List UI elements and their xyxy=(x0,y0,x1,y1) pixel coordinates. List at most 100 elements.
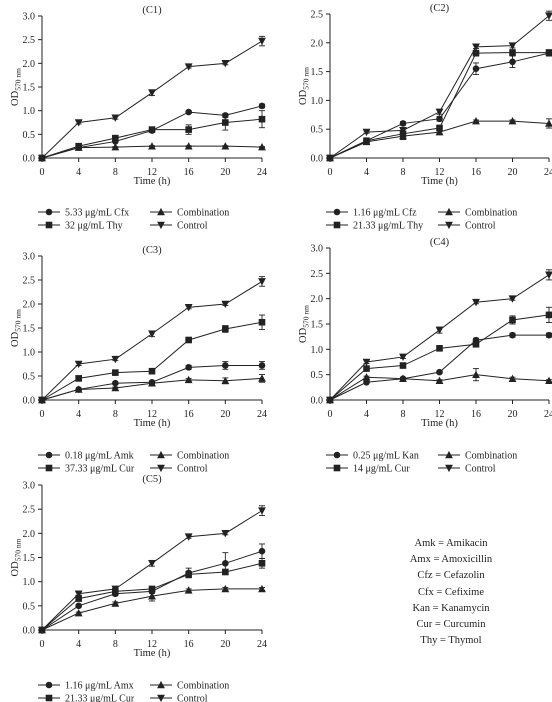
data-point-circle xyxy=(258,362,266,369)
x-tick-label: 8 xyxy=(113,409,118,420)
x-tick-label: 0 xyxy=(40,639,45,650)
legend-label: Control xyxy=(177,464,208,475)
data-point-triangle-up xyxy=(74,385,83,393)
y-tick-label: 0.5 xyxy=(23,372,36,383)
data-point-circle xyxy=(472,65,480,73)
legend-marker-square xyxy=(45,221,53,229)
y-tick-label: 1.5 xyxy=(23,324,36,335)
data-point-triangle-down xyxy=(148,560,156,568)
y-tick-label: 1.5 xyxy=(311,320,324,331)
y-tick-label: 0.5 xyxy=(311,125,324,136)
data-point-triangle-up xyxy=(74,143,83,151)
data-point-triangle-down xyxy=(508,295,517,303)
data-point-triangle-up xyxy=(545,119,552,127)
chart-legend: 0.25 μg/mL Kan Combination 14 μg/mL Cur Con… xyxy=(326,451,517,475)
series-triangle-down xyxy=(326,269,552,405)
y-tick-label: 3.0 xyxy=(23,252,36,263)
y-axis-label: OD570 nm xyxy=(298,67,311,105)
data-point-triangle-up xyxy=(258,584,266,593)
data-point-circle xyxy=(112,379,119,387)
legend-label: 37.33 μg/mL Cur xyxy=(65,464,135,475)
legend-label: 0.25 μg/mL Kan xyxy=(353,451,419,462)
y-axis-label-main: OD xyxy=(298,327,309,343)
x-tick-label: 24 xyxy=(257,409,267,420)
x-tick-label: 4 xyxy=(76,639,81,650)
y-tick-label: 2.0 xyxy=(23,529,36,540)
x-tick-label: 16 xyxy=(471,167,481,178)
series-square xyxy=(326,306,552,404)
data-point-triangle-up xyxy=(148,592,156,600)
data-point-triangle-up xyxy=(399,132,407,140)
data-point-triangle-down xyxy=(38,626,46,635)
chart-panel-c4: 0.0 0.5 1.0 1.5 2.0 2.5 3.0 0 4 8 12 16 20 24 (C4) Time… xyxy=(298,237,552,475)
y-axis-label-main: OD xyxy=(298,89,309,105)
data-point-triangle-down xyxy=(435,326,444,335)
series-triangle-down xyxy=(38,276,266,405)
legend-label: Combination xyxy=(177,681,229,692)
data-point-square xyxy=(258,115,266,123)
y-tick-label: 1.5 xyxy=(311,67,324,78)
y-axis-label: OD570 nm xyxy=(10,538,23,576)
legend-marker-square xyxy=(333,464,341,472)
data-point-triangle-down xyxy=(508,42,517,50)
data-point-square xyxy=(258,318,266,326)
data-point-square xyxy=(185,126,192,133)
y-tick-label: 1.0 xyxy=(23,577,36,588)
data-point-square xyxy=(148,585,156,593)
legend-label: 14 μg/mL Cur xyxy=(353,464,410,475)
series-square xyxy=(38,314,266,404)
x-tick-label: 24 xyxy=(257,167,267,178)
series-circle xyxy=(326,331,552,404)
data-point-triangle-up xyxy=(111,143,120,151)
series-triangle-up xyxy=(38,584,266,634)
y-tick-label: 0.0 xyxy=(311,154,324,165)
data-point-square xyxy=(112,369,119,376)
abbreviation-cfx: Cfx = Cefixime xyxy=(418,586,484,598)
data-point-triangle-down xyxy=(38,154,46,163)
legend-label: Combination xyxy=(465,208,517,219)
data-point-square xyxy=(399,362,407,369)
data-point-circle xyxy=(509,58,516,66)
series-triangle-up xyxy=(326,368,552,404)
legend-marker-triangle-down xyxy=(157,694,165,702)
y-tick-label: 3.0 xyxy=(311,244,324,255)
data-point-triangle-down xyxy=(326,396,334,405)
x-tick-label: 20 xyxy=(220,639,230,650)
y-tick-label: 1.0 xyxy=(23,106,36,117)
x-axis-label: Time (h) xyxy=(134,418,171,429)
x-tick-label: 24 xyxy=(544,409,552,420)
legend-marker-circle xyxy=(45,208,53,216)
data-point-square xyxy=(472,49,480,57)
chart-panel-c3: 0.0 0.5 1.0 1.5 2.0 2.5 3.0 0 4 8 12 16 20 24 (C3) Time… xyxy=(10,245,267,475)
y-axis-label: OD570 nm xyxy=(298,305,311,343)
data-point-triangle-up xyxy=(74,608,83,617)
data-point-circle xyxy=(363,378,370,386)
data-point-triangle-up xyxy=(221,584,230,593)
y-axis-label-main: OD xyxy=(10,90,21,106)
x-tick-label: 4 xyxy=(364,167,369,178)
series-triangle-down xyxy=(326,10,552,163)
data-point-square xyxy=(436,345,443,352)
y-tick-label: 1.0 xyxy=(311,96,324,107)
legend-label: Control xyxy=(177,221,208,232)
series-line xyxy=(329,15,550,159)
data-point-circle xyxy=(258,547,266,555)
legend-label: Combination xyxy=(177,451,229,462)
data-point-triangle-down xyxy=(258,37,266,46)
data-point-triangle-down xyxy=(111,585,120,594)
data-point-square xyxy=(148,126,156,133)
data-point-triangle-down xyxy=(399,353,407,362)
y-tick-label: 0.0 xyxy=(311,396,324,407)
series-line xyxy=(329,334,549,401)
x-tick-label: 16 xyxy=(184,639,194,650)
data-point-triangle-up xyxy=(184,586,193,594)
data-point-square xyxy=(545,311,552,319)
data-point-triangle-up xyxy=(221,376,230,385)
data-point-circle xyxy=(509,331,516,339)
x-tick-label: 8 xyxy=(113,167,118,178)
abbreviation-amk: Amk = Amikacin xyxy=(414,538,488,549)
data-point-triangle-up xyxy=(399,374,407,383)
data-point-triangle-up xyxy=(148,142,156,150)
x-tick-label: 0 xyxy=(328,167,333,178)
